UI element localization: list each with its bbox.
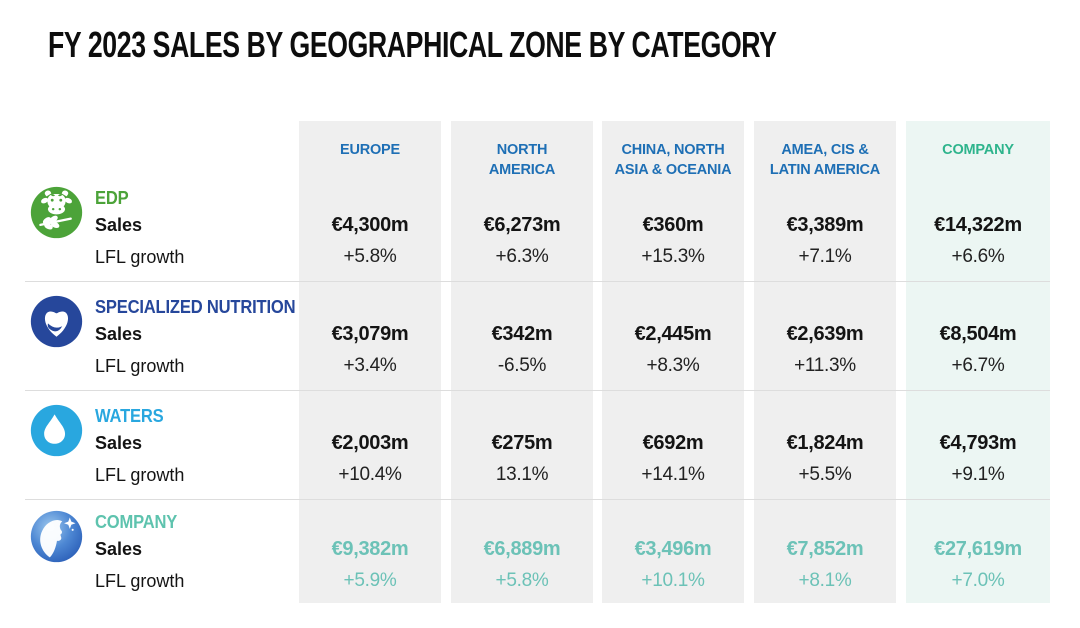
column-header-north-america: NORTH AMERICA <box>488 142 556 178</box>
edp-sales-china: €360m <box>642 214 704 236</box>
nutrition-sales-company: €8,504m <box>939 323 1017 345</box>
nutrition-lfl-north-america: -6.5% <box>497 355 547 376</box>
column-background-company <box>906 121 1050 603</box>
nutrition-lfl-company: +6.7% <box>951 355 1005 376</box>
table-row-specialized-nutrition: SPECIALIZED NUTRITION Sales LFL growth €… <box>0 291 1080 395</box>
company-sales-north-america: €6,889m <box>483 538 561 560</box>
waters-sales-china: €692m <box>642 432 704 454</box>
metric-label-lfl-growth: LFL growth <box>95 247 185 267</box>
metric-label-lfl-growth: LFL growth <box>95 356 185 376</box>
column-background-north-america <box>451 121 593 603</box>
page-title: FY 2023 SALES BY GEOGRAPHICAL ZONE BY CA… <box>48 24 777 65</box>
category-label-edp: EDP <box>95 188 129 208</box>
edp-lfl-europe: +5.8% <box>343 246 397 267</box>
column-background-europe <box>299 121 441 603</box>
nutrition-lfl-china: +8.3% <box>646 355 700 376</box>
category-label-waters: WATERS <box>95 406 164 426</box>
metric-label-sales: Sales <box>95 539 143 559</box>
nutrition-sales-europe: €3,079m <box>331 323 409 345</box>
row-separator <box>25 281 1050 282</box>
column-background-china <box>602 121 744 603</box>
edp-sales-north-america: €6,273m <box>483 214 561 236</box>
metric-label-sales: Sales <box>95 215 143 235</box>
company-lfl-china: +10.1% <box>641 570 705 591</box>
child-globe-icon <box>28 508 85 565</box>
waters-lfl-company: +9.1% <box>951 464 1005 485</box>
waters-lfl-amea: +5.5% <box>798 464 852 485</box>
row-separator <box>25 499 1050 500</box>
metric-label-sales: Sales <box>95 324 143 344</box>
company-lfl-north-america: +5.8% <box>495 570 549 591</box>
column-header-company: COMPANY <box>942 142 1014 158</box>
table-row-waters: WATERS Sales LFL growth €2,003m €275m €6… <box>0 400 1080 504</box>
table-row-company: COMPANY Sales LFL growth €9,382m €6,889m… <box>0 506 1080 610</box>
column-header-europe: EUROPE <box>339 142 401 158</box>
metric-label-lfl-growth: LFL growth <box>95 571 185 591</box>
nutrition-lfl-europe: +3.4% <box>343 355 397 376</box>
company-lfl-company: +7.0% <box>951 570 1005 591</box>
waters-sales-amea: €1,824m <box>786 432 864 454</box>
column-header-china-north-asia-oceania: CHINA, NORTH ASIA & OCEANIA <box>614 142 732 178</box>
company-lfl-europe: +5.9% <box>343 570 397 591</box>
company-sales-europe: €9,382m <box>331 538 409 560</box>
edp-sales-company: €14,322m <box>934 214 1022 236</box>
waters-sales-company: €4,793m <box>939 432 1017 454</box>
nutrition-sales-china: €2,445m <box>634 323 712 345</box>
metric-label-lfl-growth: LFL growth <box>95 465 185 485</box>
category-label-specialized-nutrition: SPECIALIZED NUTRITION <box>95 297 296 317</box>
heart-in-hand-icon <box>28 293 85 350</box>
metric-label-sales: Sales <box>95 433 143 453</box>
edp-sales-europe: €4,300m <box>331 214 409 236</box>
edp-lfl-company: +6.6% <box>951 246 1005 267</box>
waters-lfl-china: +14.1% <box>641 464 705 485</box>
waters-lfl-europe: +10.4% <box>338 464 402 485</box>
waters-sales-north-america: €275m <box>491 432 553 454</box>
waters-sales-europe: €2,003m <box>331 432 409 454</box>
water-drop-icon <box>28 402 85 459</box>
company-sales-company: €27,619m <box>934 538 1022 560</box>
edp-lfl-amea: +7.1% <box>798 246 852 267</box>
table-row-edp: EDP Sales LFL growth €4,300m €6,273m €36… <box>0 182 1080 286</box>
nutrition-sales-amea: €2,639m <box>786 323 864 345</box>
category-label-company: COMPANY <box>95 512 178 532</box>
column-header-amea-cis-latin-america: AMEA, CIS & LATIN AMERICA <box>769 142 881 178</box>
edp-sales-amea: €3,389m <box>786 214 864 236</box>
nutrition-lfl-amea: +11.3% <box>794 355 856 376</box>
column-background-amea <box>754 121 896 603</box>
company-lfl-amea: +8.1% <box>798 570 852 591</box>
edp-lfl-china: +15.3% <box>641 246 705 267</box>
row-separator <box>25 390 1050 391</box>
cow-icon <box>28 184 85 241</box>
nutrition-sales-north-america: €342m <box>491 323 553 345</box>
waters-lfl-north-america: 13.1% <box>495 464 549 485</box>
edp-lfl-north-america: +6.3% <box>495 246 549 267</box>
company-sales-amea: €7,852m <box>786 538 864 560</box>
company-sales-china: €3,496m <box>634 538 712 560</box>
